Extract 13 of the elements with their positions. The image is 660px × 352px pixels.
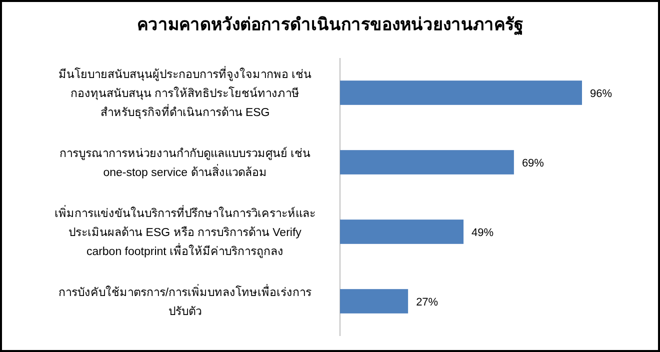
bar: [340, 80, 582, 105]
bar: [340, 150, 514, 174]
bar: [340, 289, 408, 314]
data-label: 27%: [416, 296, 438, 308]
y-tick-label: การบูรณาการหน่วยงานกำกับดูแลแบบรวมศูนย์ เช่น one-stop service ด้านสิ่งแวดล้อม: [59, 146, 311, 179]
data-label: 69%: [522, 157, 544, 170]
data-label: 49%: [472, 226, 494, 239]
bar: [340, 220, 464, 244]
y-tick-label: การบังคับใช้มาตรการ/การเพิ่มบทลงโทษเพื่อเร่งการปรับตัว: [58, 284, 312, 318]
chart-title: ความคาดหวังต่อการดำเนินการของหน่วยงานภาครัฐ: [137, 15, 523, 36]
data-label: 96%: [590, 88, 612, 100]
y-tick-label: มีนโยบายสนับสนุนผู้ประกอบการที่จูงใจมากพอ เช่น กองทุนสนับสนุน การให้สิทธิประโยชน์ทางภาษีสำหรับธุรกิจที่ดำเนินการด้าน ESG: [58, 66, 312, 119]
y-tick-label: เพิ่มการแข่งขันในบริการที่ปรึกษาในการวิเคราะห์และประเมินผลด้าน ESG หรือ การบริการด้าน Verify carbon footprint เพื่อให้มีค่าบริการถูกลง: [54, 204, 316, 258]
